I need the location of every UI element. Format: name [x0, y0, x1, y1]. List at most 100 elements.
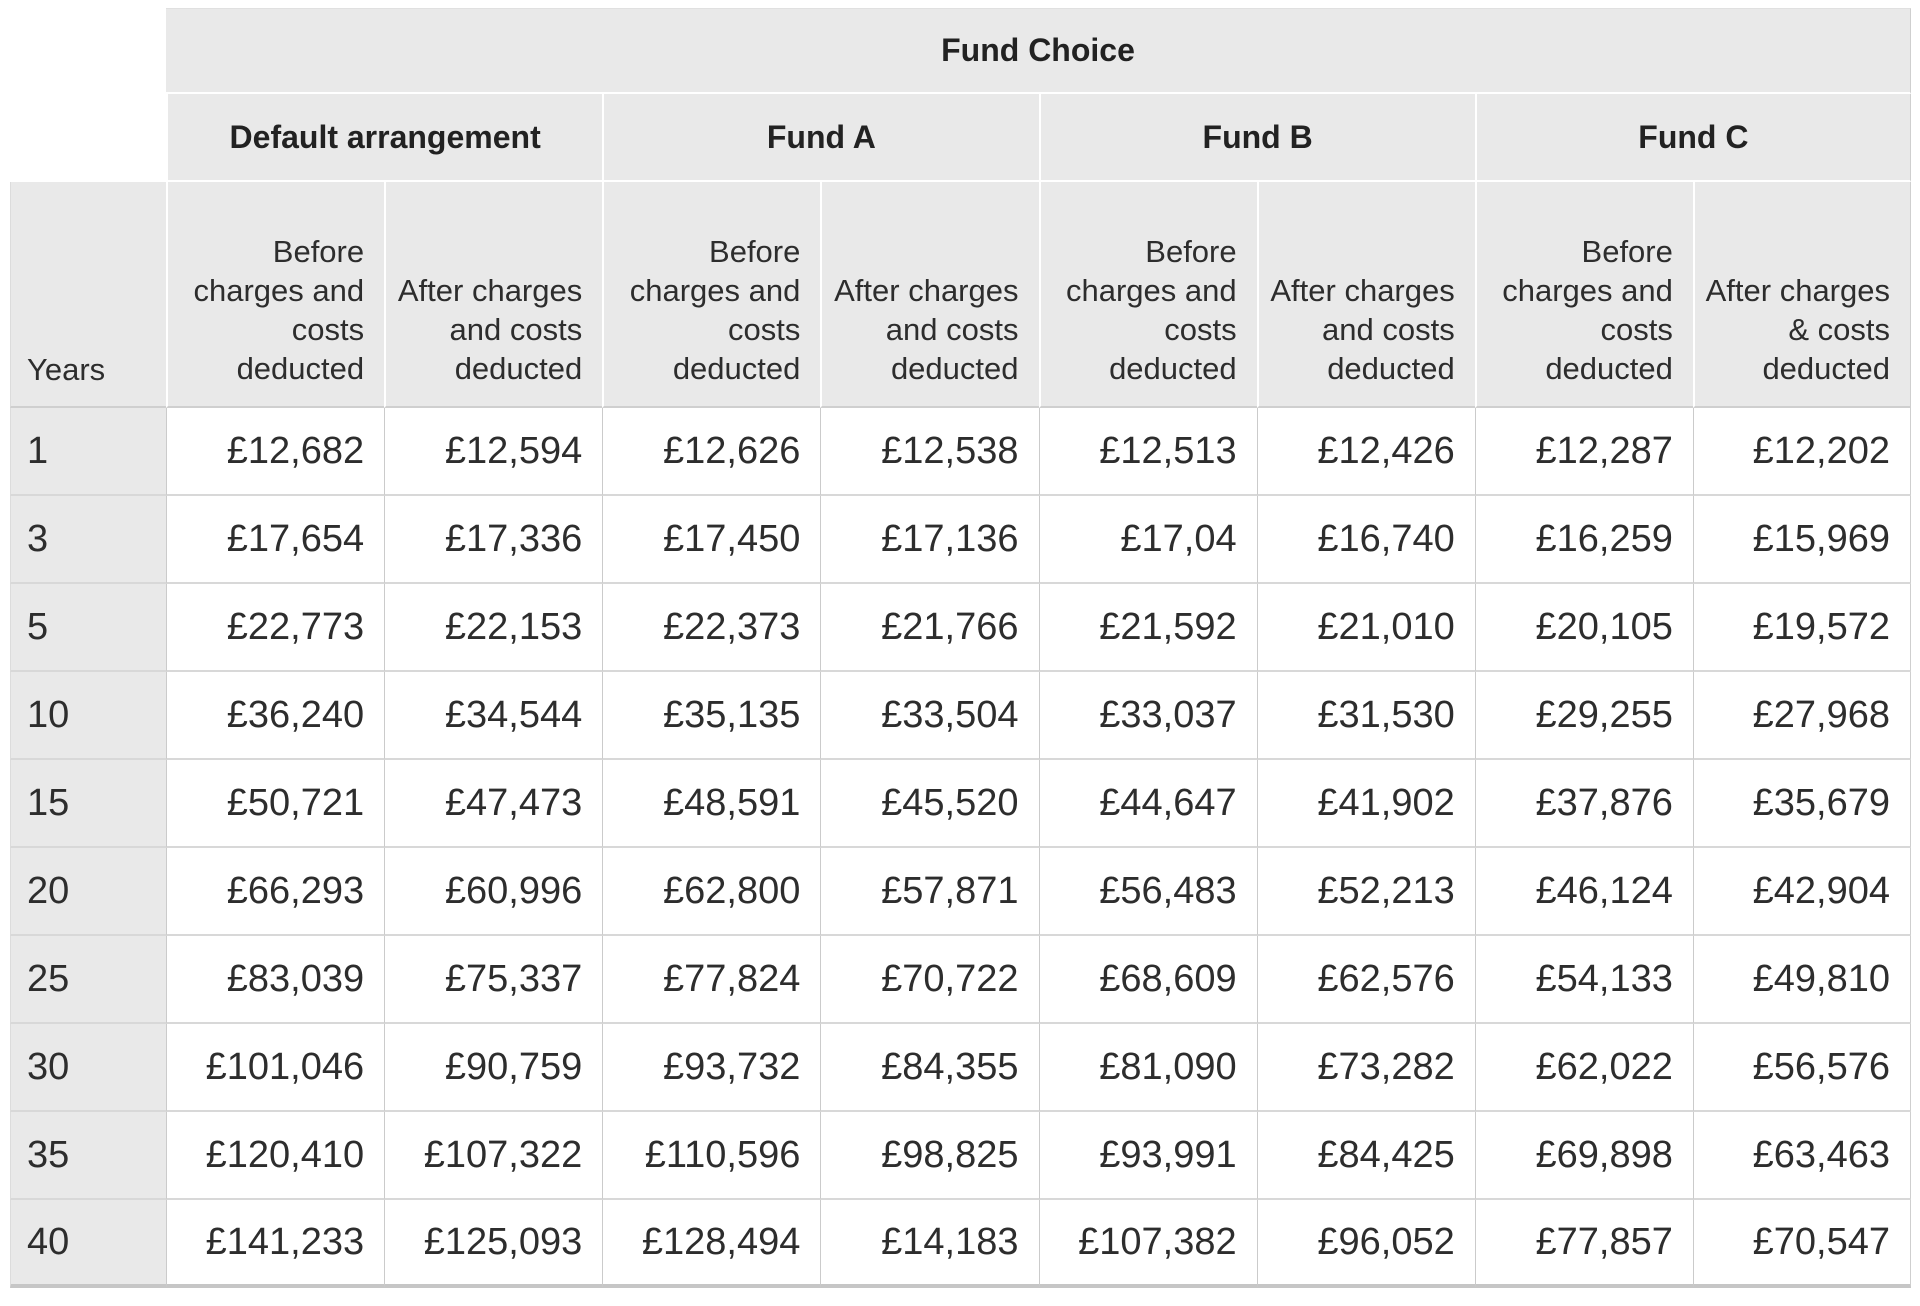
value-cell: £77,824 — [602, 936, 821, 1024]
corner-cell — [10, 94, 166, 182]
group-header-fund-c: Fund C — [1474, 94, 1911, 182]
value-cell: £16,740 — [1256, 496, 1475, 584]
value-cell: £84,355 — [820, 1024, 1039, 1112]
table-row: 3 £17,654 £17,336 £17,450 £17,136 £17,04… — [10, 496, 1911, 584]
sub-header: Before charges and costs deducted — [1474, 182, 1693, 408]
value-cell: £21,592 — [1038, 584, 1257, 672]
value-cell: £73,282 — [1256, 1024, 1475, 1112]
value-cell: £27,968 — [1692, 672, 1911, 760]
year-cell: 1 — [10, 408, 166, 496]
value-cell: £69,898 — [1474, 1112, 1693, 1200]
sub-header: Before charges and costs deducted — [1038, 182, 1257, 408]
value-cell: £46,124 — [1474, 848, 1693, 936]
value-cell: £29,255 — [1474, 672, 1693, 760]
group-header-default: Default arrangement — [166, 94, 603, 182]
value-cell: £96,052 — [1256, 1200, 1475, 1288]
value-cell: £56,576 — [1692, 1024, 1911, 1112]
value-cell: £35,679 — [1692, 760, 1911, 848]
value-cell: £16,259 — [1474, 496, 1693, 584]
value-cell: £45,520 — [820, 760, 1039, 848]
table-row: 10 £36,240 £34,544 £35,135 £33,504 £33,0… — [10, 672, 1911, 760]
value-cell: £33,504 — [820, 672, 1039, 760]
title-row: Fund Choice — [10, 8, 1911, 94]
value-cell: £120,410 — [166, 1112, 385, 1200]
value-cell: £49,810 — [1692, 936, 1911, 1024]
value-cell: £68,609 — [1038, 936, 1257, 1024]
table-row: 30 £101,046 £90,759 £93,732 £84,355 £81,… — [10, 1024, 1911, 1112]
value-cell: £107,322 — [384, 1112, 603, 1200]
year-cell: 10 — [10, 672, 166, 760]
value-cell: £17,04 — [1038, 496, 1257, 584]
value-cell: £101,046 — [166, 1024, 385, 1112]
value-cell: £21,010 — [1256, 584, 1475, 672]
years-header: Years — [10, 182, 166, 408]
value-cell: £110,596 — [602, 1112, 821, 1200]
year-cell: 25 — [10, 936, 166, 1024]
value-cell: £22,373 — [602, 584, 821, 672]
value-cell: £125,093 — [384, 1200, 603, 1288]
value-cell: £41,902 — [1256, 760, 1475, 848]
value-cell: £107,382 — [1038, 1200, 1257, 1288]
value-cell: £12,426 — [1256, 408, 1475, 496]
sub-header: After charges and costs deducted — [1256, 182, 1475, 408]
table-row: 1 £12,682 £12,594 £12,626 £12,538 £12,51… — [10, 408, 1911, 496]
year-cell: 5 — [10, 584, 166, 672]
value-cell: £12,682 — [166, 408, 385, 496]
fund-group-row: Default arrangement Fund A Fund B Fund C — [10, 94, 1911, 182]
sub-header: Before charges and costs deducted — [166, 182, 385, 408]
value-cell: £17,136 — [820, 496, 1039, 584]
value-cell: £44,647 — [1038, 760, 1257, 848]
value-cell: £42,904 — [1692, 848, 1911, 936]
table-body: 1 £12,682 £12,594 £12,626 £12,538 £12,51… — [10, 408, 1911, 1288]
value-cell: £90,759 — [384, 1024, 603, 1112]
sub-header: After charges and costs deducted — [384, 182, 603, 408]
value-cell: £37,876 — [1474, 760, 1693, 848]
value-cell: £128,494 — [602, 1200, 821, 1288]
value-cell: £17,654 — [166, 496, 385, 584]
table-header: Fund Choice Default arrangement Fund A F… — [10, 8, 1911, 408]
value-cell: £21,766 — [820, 584, 1039, 672]
value-cell: £62,800 — [602, 848, 821, 936]
group-header-fund-b: Fund B — [1038, 94, 1475, 182]
value-cell: £98,825 — [820, 1112, 1039, 1200]
value-cell: £54,133 — [1474, 936, 1693, 1024]
value-cell: £48,591 — [602, 760, 821, 848]
value-cell: £84,425 — [1256, 1112, 1475, 1200]
table-row: 35 £120,410 £107,322 £110,596 £98,825 £9… — [10, 1112, 1911, 1200]
table-row: 25 £83,039 £75,337 £77,824 £70,722 £68,6… — [10, 936, 1911, 1024]
value-cell: £81,090 — [1038, 1024, 1257, 1112]
sub-header: After charges and costs deducted — [820, 182, 1039, 408]
value-cell: £12,513 — [1038, 408, 1257, 496]
table-row: 20 £66,293 £60,996 £62,800 £57,871 £56,4… — [10, 848, 1911, 936]
value-cell: £14,183 — [820, 1200, 1039, 1288]
value-cell: £12,538 — [820, 408, 1039, 496]
value-cell: £66,293 — [166, 848, 385, 936]
value-cell: £17,336 — [384, 496, 603, 584]
corner-cell — [10, 8, 166, 94]
value-cell: £62,576 — [1256, 936, 1475, 1024]
value-cell: £70,547 — [1692, 1200, 1911, 1288]
value-cell: £56,483 — [1038, 848, 1257, 936]
value-cell: £20,105 — [1474, 584, 1693, 672]
value-cell: £36,240 — [166, 672, 385, 760]
value-cell: £12,594 — [384, 408, 603, 496]
value-cell: £62,022 — [1474, 1024, 1693, 1112]
value-cell: £19,572 — [1692, 584, 1911, 672]
value-cell: £33,037 — [1038, 672, 1257, 760]
year-cell: 30 — [10, 1024, 166, 1112]
value-cell: £17,450 — [602, 496, 821, 584]
value-cell: £83,039 — [166, 936, 385, 1024]
table-title: Fund Choice — [166, 8, 1911, 94]
year-cell: 40 — [10, 1200, 166, 1288]
sub-header-row: Years Before charges and costs deducted … — [10, 182, 1911, 408]
value-cell: £50,721 — [166, 760, 385, 848]
year-cell: 35 — [10, 1112, 166, 1200]
value-cell: £35,135 — [602, 672, 821, 760]
year-cell: 15 — [10, 760, 166, 848]
value-cell: £93,732 — [602, 1024, 821, 1112]
value-cell: £12,202 — [1692, 408, 1911, 496]
table-row: 40 £141,233 £125,093 £128,494 £14,183 £1… — [10, 1200, 1911, 1288]
value-cell: £52,213 — [1256, 848, 1475, 936]
value-cell: £57,871 — [820, 848, 1039, 936]
